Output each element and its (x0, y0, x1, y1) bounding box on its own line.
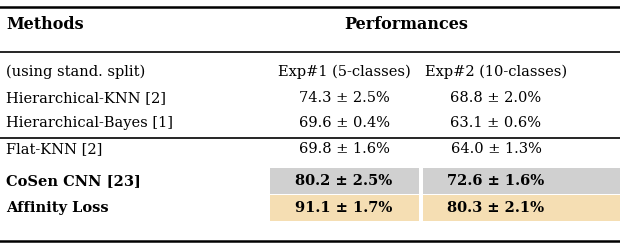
Text: Exp#2 (10-classes): Exp#2 (10-classes) (425, 64, 567, 78)
Text: 69.8 ± 1.6%: 69.8 ± 1.6% (299, 142, 389, 156)
Text: 64.0 ± 1.3%: 64.0 ± 1.3% (451, 142, 541, 156)
Text: Affinity Loss: Affinity Loss (6, 201, 109, 215)
Text: 63.1 ± 0.6%: 63.1 ± 0.6% (451, 116, 541, 130)
Bar (423, 168, 620, 194)
Text: 72.6 ± 1.6%: 72.6 ± 1.6% (448, 174, 544, 188)
Bar (423, 195, 620, 221)
Text: 69.6 ± 0.4%: 69.6 ± 0.4% (299, 116, 389, 130)
Text: 80.3 ± 2.1%: 80.3 ± 2.1% (448, 201, 544, 215)
Text: 91.1 ± 1.7%: 91.1 ± 1.7% (295, 201, 393, 215)
Text: Flat-KNN [2]: Flat-KNN [2] (6, 142, 102, 156)
Text: CoSen CNN [23]: CoSen CNN [23] (6, 174, 141, 188)
Text: (using stand. split): (using stand. split) (6, 64, 146, 78)
Text: 68.8 ± 2.0%: 68.8 ± 2.0% (451, 92, 541, 105)
Text: Methods: Methods (6, 16, 84, 33)
Text: 80.2 ± 2.5%: 80.2 ± 2.5% (296, 174, 392, 188)
Bar (270, 168, 418, 194)
Text: Hierarchical-Bayes [1]: Hierarchical-Bayes [1] (6, 116, 173, 130)
Text: Hierarchical-KNN [2]: Hierarchical-KNN [2] (6, 92, 166, 105)
Bar (270, 195, 418, 221)
Text: 74.3 ± 2.5%: 74.3 ± 2.5% (299, 92, 389, 105)
Text: Exp#1 (5-classes): Exp#1 (5-classes) (278, 64, 410, 78)
Text: Performances: Performances (344, 16, 468, 33)
